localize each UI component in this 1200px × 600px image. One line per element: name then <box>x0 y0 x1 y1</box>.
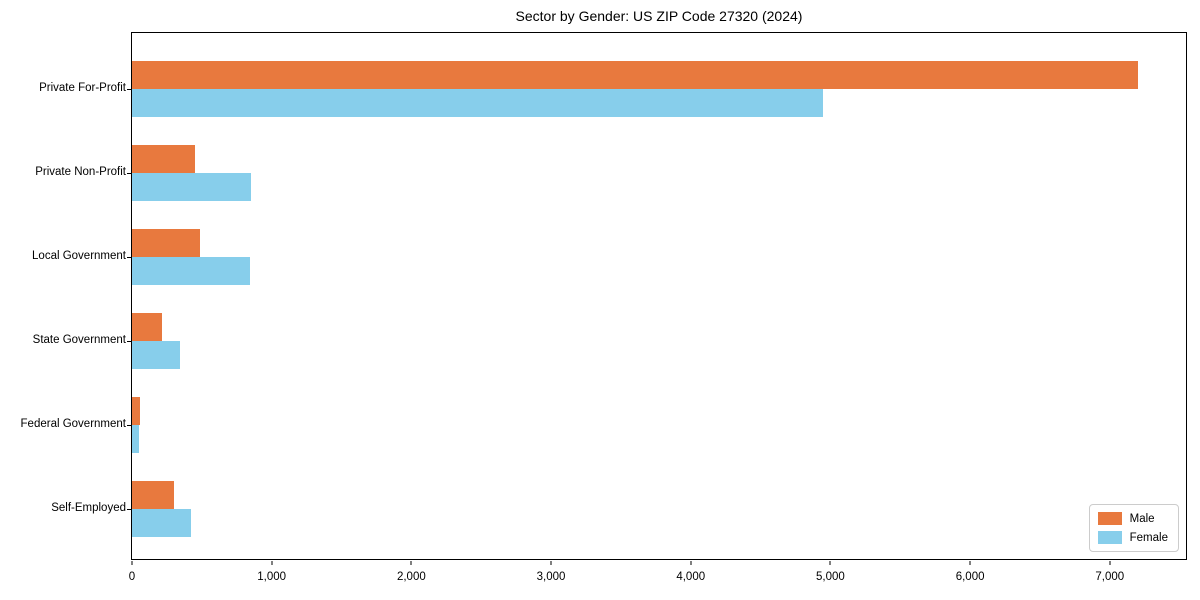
bar-female-2 <box>132 509 191 537</box>
legend-swatch-male <box>1097 512 1122 525</box>
x-tick-label: 0 <box>128 571 136 583</box>
chart-title: Sector by Gender: US ZIP Code 27320 (202… <box>515 8 803 24</box>
bar-female-2 <box>132 341 181 369</box>
x-tick-label: 7,000 <box>1095 571 1125 583</box>
x-tick-mark <box>550 561 552 565</box>
x-tick-mark <box>131 561 133 565</box>
bar-female-2 <box>132 257 251 285</box>
x-tick-label: 1,000 <box>257 571 287 583</box>
y-tick-mark <box>127 341 131 342</box>
x-tick-mark <box>969 561 971 565</box>
x-tick-label: 5,000 <box>816 571 845 583</box>
x-tick-mark <box>829 561 831 565</box>
bar-male-1 <box>132 61 1138 89</box>
bar-female-2 <box>132 173 251 201</box>
y-tick-mark <box>127 89 131 90</box>
bar-female-2 <box>132 425 139 453</box>
bar-male-1 <box>132 229 201 257</box>
bar-male-1 <box>132 481 174 509</box>
category-label: Federal Government <box>20 418 126 430</box>
x-tick-mark <box>410 561 412 565</box>
legend-label: Male <box>1129 512 1155 525</box>
x-tick-mark <box>1109 561 1111 565</box>
legend-item-female: Female <box>1097 531 1168 544</box>
category-label: Private Non-Profit <box>35 166 126 178</box>
legend-label: Female <box>1129 531 1168 544</box>
x-tick-label: 4,000 <box>676 571 706 583</box>
category-label: State Government <box>32 334 126 346</box>
category-label: Local Government <box>32 250 126 262</box>
x-tick-mark <box>690 561 692 565</box>
bar-male-1 <box>132 397 140 425</box>
category-label: Private For-Profit <box>39 82 126 94</box>
legend-swatch-female <box>1097 531 1122 544</box>
y-tick-mark <box>127 425 131 426</box>
legend-item-male: Male <box>1097 512 1168 525</box>
bar-male-1 <box>132 145 195 173</box>
y-tick-mark <box>127 257 131 258</box>
category-label: Self-Employed <box>51 502 126 514</box>
x-tick-mark <box>271 561 273 565</box>
y-tick-mark <box>127 509 131 510</box>
legend: Male Female <box>1088 504 1179 552</box>
x-tick-label: 2,000 <box>396 571 426 583</box>
plot-area: 0 1,000 2,000 3,000 4,000 5,000 6,000 7,000 Mal… <box>127 32 1187 583</box>
y-tick-mark <box>127 173 131 174</box>
bar-male-1 <box>132 313 163 341</box>
x-tick-label: 3,000 <box>536 571 566 583</box>
x-tick-label: 6,000 <box>955 571 985 583</box>
bar-female-2 <box>132 89 824 117</box>
